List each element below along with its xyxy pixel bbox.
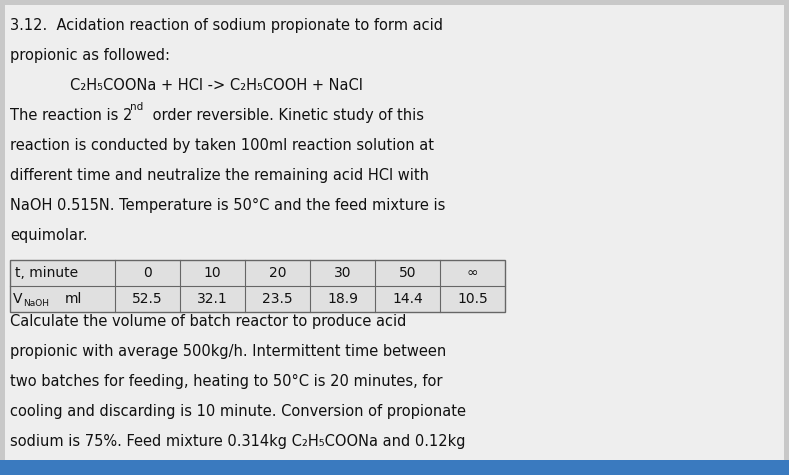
Text: propionic with average 500kg/h. Intermittent time between: propionic with average 500kg/h. Intermit… (10, 344, 447, 359)
Text: sodium is 75%. Feed mixture 0.314kg C₂H₅COONa and 0.12kg: sodium is 75%. Feed mixture 0.314kg C₂H₅… (10, 434, 466, 449)
Text: 14.4: 14.4 (392, 292, 423, 306)
Text: reaction is conducted by taken 100ml reaction solution at: reaction is conducted by taken 100ml rea… (10, 138, 434, 153)
Text: ml: ml (65, 292, 82, 306)
Text: different time and neutralize the remaining acid HCl with: different time and neutralize the remain… (10, 168, 429, 183)
Text: V: V (13, 292, 23, 306)
Text: Calculate the volume of batch reactor to produce acid: Calculate the volume of batch reactor to… (10, 314, 406, 329)
Text: 50: 50 (398, 266, 417, 280)
Text: 52.5: 52.5 (133, 292, 163, 306)
Bar (0, 460, 789, 475)
Text: NaOH: NaOH (23, 298, 49, 307)
Text: 3.12.  Acidation reaction of sodium propionate to form acid: 3.12. Acidation reaction of sodium propi… (10, 18, 443, 33)
Text: 10: 10 (204, 266, 221, 280)
Text: t, minute: t, minute (15, 266, 78, 280)
Text: two batches for feeding, heating to 50°C is 20 minutes, for: two batches for feeding, heating to 50°C… (10, 374, 443, 389)
Text: equimolar.: equimolar. (10, 228, 88, 243)
Text: 10.5: 10.5 (457, 292, 488, 306)
Text: ∞: ∞ (467, 266, 478, 280)
Text: The reaction is 2: The reaction is 2 (10, 108, 133, 123)
Text: propionic as followed:: propionic as followed: (10, 48, 170, 63)
Text: 32.1: 32.1 (197, 292, 228, 306)
Text: NaOH 0.515N. Temperature is 50°C and the feed mixture is: NaOH 0.515N. Temperature is 50°C and the… (10, 198, 445, 213)
Text: HCl per litre. Assume constant density 1.215kg/l: HCl per litre. Assume constant density 1… (10, 464, 365, 475)
Text: C₂H₅COONa + HCl -> C₂H₅COOH + NaCl: C₂H₅COONa + HCl -> C₂H₅COOH + NaCl (70, 78, 363, 93)
Text: order reversible. Kinetic study of this: order reversible. Kinetic study of this (148, 108, 424, 123)
Text: 18.9: 18.9 (327, 292, 358, 306)
Bar (10, 260, 505, 312)
Text: 30: 30 (334, 266, 351, 280)
Text: nd: nd (130, 102, 144, 112)
Text: 0: 0 (143, 266, 151, 280)
Text: 20: 20 (269, 266, 286, 280)
Bar (10, 260, 505, 312)
Text: cooling and discarding is 10 minute. Conversion of propionate: cooling and discarding is 10 minute. Con… (10, 404, 466, 419)
Text: 23.5: 23.5 (262, 292, 293, 306)
